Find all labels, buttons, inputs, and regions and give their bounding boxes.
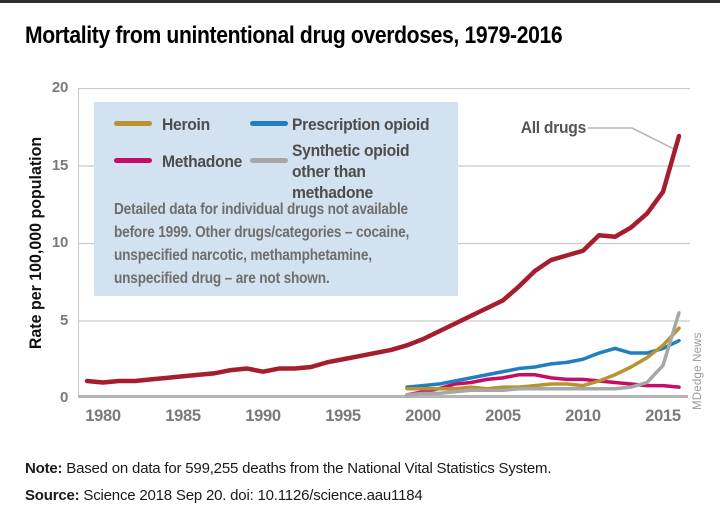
legend-label-prescription-opioid: Prescription opioid — [292, 115, 430, 134]
legend-swatch-heroin — [114, 121, 152, 126]
chart-title: Mortality from unintentional drug overdo… — [25, 22, 563, 49]
legend-swatch-prescription-opioid — [250, 121, 288, 126]
y-tick-label: 20 — [51, 79, 68, 96]
x-tick-label: 1995 — [325, 407, 361, 425]
legend-note: Detailed data for individual drugs not a… — [114, 201, 410, 287]
x-tick-label: 2005 — [485, 407, 521, 425]
note-line: Note: Based on data for 599,255 deaths f… — [25, 460, 552, 477]
all-drugs-annotation: All drugs — [520, 118, 587, 137]
series-line-methadone — [405, 373, 681, 397]
top-border-rule — [0, 0, 720, 3]
all-drugs-callout-line — [588, 127, 675, 150]
note-text: Based on data for 599,255 deaths from th… — [62, 460, 552, 477]
legend-box: Heroin Methadone Prescription opioid Syn… — [94, 102, 458, 296]
y-tick-label: 10 — [51, 234, 68, 251]
y-tick-label: 0 — [59, 389, 68, 406]
series-line-prescription-opioid — [405, 338, 681, 389]
x-tick-label: 2000 — [405, 407, 441, 425]
source-line: Source: Science 2018 Sep 20. doi: 10.112… — [25, 487, 423, 504]
x-tick-label: 2015 — [645, 407, 681, 425]
legend-label-synthetic-opioid: Synthetic opioid other than methadone — [292, 141, 410, 202]
y-tick-label: 15 — [51, 156, 68, 174]
x-tick-label: 2010 — [565, 407, 601, 425]
legend-swatch-methadone — [114, 158, 152, 163]
source-label: Source: — [25, 487, 80, 504]
series-line-synthetic-opioid-other-than-methadone — [405, 311, 681, 397]
y-tick-label: 5 — [59, 311, 68, 329]
series-line-all-drugs — [84, 133, 682, 385]
note-label: Note: — [25, 460, 63, 477]
legend-swatch-synthetic-opioid — [250, 158, 288, 163]
source-text: Science 2018 Sep 20. doi: 10.1126/scienc… — [79, 487, 423, 504]
series-line-heroin — [405, 326, 681, 391]
legend-label-methadone: Methadone — [162, 152, 243, 171]
x-tick-label: 1990 — [245, 407, 281, 425]
x-tick-label: 1985 — [165, 407, 201, 425]
mdedge-news-credit: MDedge News — [692, 332, 704, 410]
legend-label-heroin: Heroin — [162, 115, 210, 134]
x-tick-label: 1980 — [85, 407, 121, 425]
